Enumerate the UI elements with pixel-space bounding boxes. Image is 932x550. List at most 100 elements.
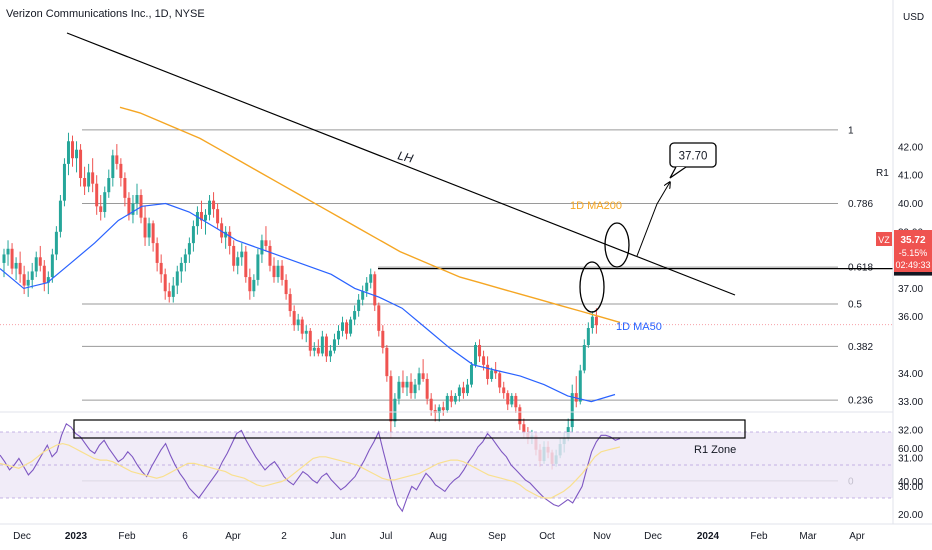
candle-body	[240, 251, 244, 258]
r1-zone-label: R1 Zone	[694, 444, 736, 456]
candle-body	[332, 339, 336, 351]
lh-label: LH	[396, 148, 415, 165]
ma50-label: 1D MA50	[616, 321, 662, 333]
ma200-line	[119, 106, 621, 324]
candle-body	[171, 285, 175, 297]
candle-body	[159, 262, 163, 275]
candle-body	[469, 364, 473, 385]
candle-body	[163, 274, 167, 292]
target-callout-text: 37.70	[679, 151, 708, 163]
r1-zone-box	[73, 419, 746, 439]
candle-body	[38, 257, 42, 266]
candle-body	[91, 172, 95, 184]
candle-body	[268, 245, 272, 266]
candle-body	[486, 364, 490, 379]
candle-body	[336, 330, 340, 340]
chart-title: Verizon Communications Inc., 1D, NYSE	[6, 8, 205, 20]
candle-body	[320, 336, 324, 354]
candle-body	[71, 141, 75, 159]
fib-level-label: 0.786	[848, 199, 873, 210]
candle-body	[115, 155, 119, 164]
candle-body	[457, 387, 461, 396]
rsi-line	[0, 422, 621, 513]
candle-body	[510, 395, 514, 405]
candle-body	[244, 251, 248, 278]
candle-body	[345, 322, 349, 334]
candle-body	[385, 347, 389, 377]
candle-body	[2, 254, 6, 263]
candle-body	[421, 373, 425, 379]
candle-body	[377, 305, 381, 331]
candle-body	[304, 330, 308, 334]
retest-circle	[604, 222, 630, 268]
lh-trendline	[66, 32, 736, 296]
candle-body	[131, 203, 135, 215]
bar-countdown-text: 02:49:33	[895, 260, 930, 270]
price-tick-label: 32.00	[898, 425, 923, 436]
candle-body	[87, 172, 91, 187]
candle-body	[417, 373, 421, 385]
candle-body	[179, 262, 183, 272]
candle-body	[183, 254, 187, 263]
candle-body	[26, 279, 30, 286]
candle-body	[461, 387, 465, 394]
candle-body	[143, 217, 147, 238]
candle-body	[453, 395, 457, 402]
candle-body	[341, 322, 345, 331]
candle-body	[409, 381, 413, 394]
ma50-line	[0, 202, 616, 403]
candle-body	[514, 395, 518, 408]
fib-level-label: 0.236	[848, 396, 873, 407]
candle-body	[264, 240, 268, 246]
candle-body	[490, 370, 494, 379]
candle-body	[50, 254, 54, 278]
candle-body	[248, 277, 252, 292]
candle-body	[316, 347, 320, 354]
candle-body	[147, 223, 151, 238]
time-tick-label: Mar	[799, 531, 817, 542]
candle-body	[256, 254, 260, 280]
candle-body	[175, 271, 179, 286]
symbol-badge	[876, 232, 892, 246]
candle-body	[365, 282, 369, 292]
candle-body	[199, 211, 203, 221]
time-tick-label: 2023	[65, 531, 88, 542]
candle-body	[228, 231, 232, 246]
candle-body	[107, 178, 111, 193]
candle-body	[498, 373, 502, 388]
candle-body	[62, 163, 66, 201]
candle-body	[280, 265, 284, 280]
candle-body	[42, 265, 46, 283]
candle-body	[6, 248, 10, 255]
time-tick-label: Oct	[539, 531, 555, 542]
fib-level-label: 0.5	[848, 299, 862, 310]
candle-body	[502, 387, 506, 394]
candle-body	[482, 356, 486, 365]
candle-body	[328, 350, 332, 357]
candle-body	[586, 328, 590, 345]
candle-body	[369, 274, 373, 283]
candle-body	[594, 316, 598, 326]
time-tick-label: 2	[281, 531, 287, 542]
candle-body	[208, 200, 212, 215]
rsi-tick-label: 20.00	[898, 510, 923, 521]
time-tick-label: Aug	[429, 531, 447, 542]
r1-label: R1	[876, 168, 889, 179]
target-callout-box	[669, 142, 717, 168]
time-tick-label: 6	[182, 531, 188, 542]
candle-body	[465, 384, 469, 394]
price-tick-label: 33.00	[898, 397, 923, 408]
candle-body	[284, 279, 288, 295]
candle-body	[478, 345, 482, 357]
time-tick-label: Jul	[380, 531, 393, 542]
candle-body	[260, 240, 264, 255]
price-tick-label: 42.00	[898, 142, 923, 153]
candle-body	[292, 311, 296, 326]
candle-body	[83, 178, 87, 187]
candle-body	[99, 206, 103, 212]
time-tick-label: Sep	[488, 531, 506, 542]
candle-body	[425, 378, 429, 399]
candle-body	[381, 330, 385, 348]
price-tick-label: 40.00	[898, 199, 923, 210]
